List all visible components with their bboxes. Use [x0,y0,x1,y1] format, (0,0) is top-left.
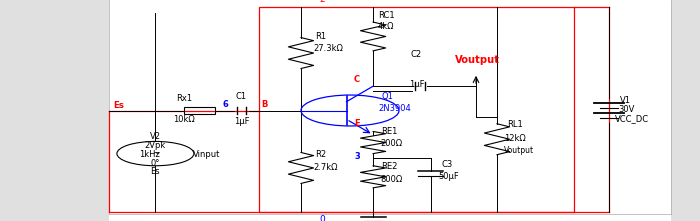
Text: RC1: RC1 [378,11,395,20]
Text: 1kHz: 1kHz [139,150,160,159]
Bar [671,0,700,221]
Text: C3: C3 [441,160,452,169]
Text: 50μF: 50μF [438,172,459,181]
Text: VCC_DC: VCC_DC [615,114,649,123]
Text: 4kΩ: 4kΩ [378,22,395,31]
Text: C1: C1 [236,91,247,101]
Text: 10kΩ: 10kΩ [173,115,195,124]
Bar [183,107,215,114]
Text: Rx1: Rx1 [176,94,192,103]
Bar [0,0,108,221]
Text: 3: 3 [354,152,360,161]
Text: 30V: 30V [618,105,634,114]
Text: 1μF: 1μF [234,117,249,126]
Text: R2: R2 [315,150,326,159]
Text: 1μF: 1μF [409,80,424,89]
Bar [108,0,671,221]
Text: Q1: Q1 [382,92,393,101]
Text: C2: C2 [411,50,422,59]
Text: C: C [354,75,360,84]
Text: 6: 6 [223,101,228,109]
Text: Vinput: Vinput [193,150,220,159]
Text: 2: 2 [319,0,325,4]
Text: 800Ω: 800Ω [380,175,402,183]
Text: B: B [261,101,268,109]
Text: V2: V2 [150,132,161,141]
Text: 200Ω: 200Ω [380,139,402,148]
Text: R1: R1 [315,32,326,40]
Text: 2.7kΩ: 2.7kΩ [314,164,338,172]
Text: RE2: RE2 [382,162,398,171]
Text: V1: V1 [620,96,631,105]
Text: Voutput: Voutput [504,146,534,155]
Text: ~: ~ [152,149,159,158]
Text: E: E [354,119,360,128]
Text: RE1: RE1 [382,127,398,136]
Text: 2Vpk: 2Vpk [145,141,166,150]
Text: 27.3kΩ: 27.3kΩ [314,44,344,53]
Text: Es: Es [150,167,160,176]
Text: RL1: RL1 [507,120,522,129]
Text: Es: Es [113,101,125,110]
Text: 2N3904: 2N3904 [378,104,411,113]
Text: Voutput: Voutput [455,55,500,65]
Bar [259,7,574,212]
Text: 0: 0 [319,215,325,221]
Text: 12kΩ: 12kΩ [504,134,526,143]
Text: 0°: 0° [150,159,160,168]
